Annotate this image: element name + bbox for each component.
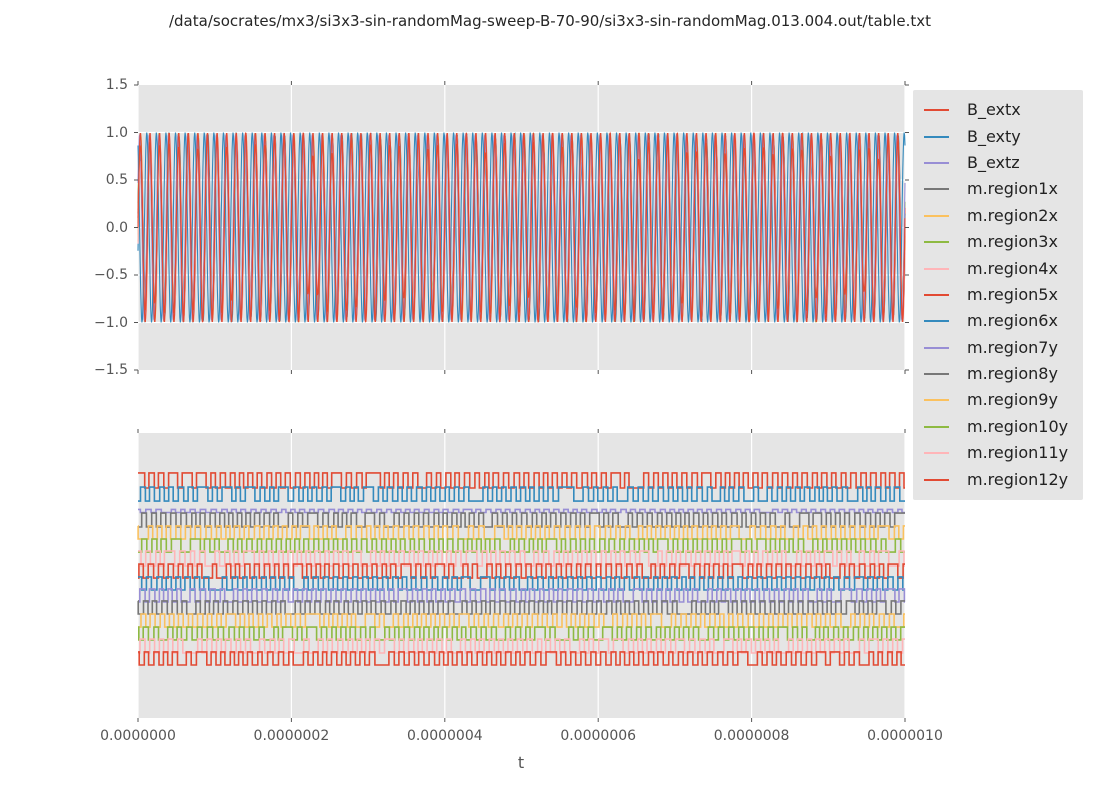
legend-label: m.region8y (967, 364, 1058, 384)
legend-line-swatch (924, 452, 949, 455)
legend-entry-m.region9y: m.region9y (913, 387, 1083, 413)
bottom-series-m.region3x (138, 538, 905, 553)
legend-label: B_extz (967, 152, 1020, 172)
legend-line-swatch (924, 241, 949, 244)
bottom-series-m.region7y (138, 588, 906, 603)
legend-entry-m.region4x: m.region4x (913, 255, 1083, 281)
legend-label: B_extx (967, 100, 1021, 120)
xtick-label: 0.0000004 (406, 728, 483, 744)
ytick-label: 0.5 (105, 172, 128, 188)
legend-line-swatch (924, 346, 949, 349)
legend-line-swatch (924, 293, 949, 296)
top-series-B_extx (137, 132, 906, 323)
bottom-series-B_extx (138, 472, 905, 489)
legend-line-swatch (924, 161, 949, 164)
legend-line-swatch (924, 214, 949, 217)
legend: B_extx B_exty B_extz m.region1x m.region2x m.… (913, 90, 1083, 500)
top-series-B_exty (137, 132, 906, 323)
legend-line-swatch (924, 399, 949, 402)
xtick-label: 0.0000010 (867, 728, 943, 744)
legend-entry-m.region11y: m.region11y (913, 440, 1083, 466)
legend-entry-m.region10y: m.region10y (913, 414, 1083, 440)
legend-entry-m.region12y: m.region12y (913, 466, 1083, 492)
bottom-series-B_exty (138, 486, 905, 502)
ytick-label: −1.0 (94, 314, 128, 331)
bottom-series-m.region5x (138, 563, 905, 579)
legend-label: B_exty (967, 126, 1021, 146)
legend-line-swatch (924, 320, 949, 323)
legend-line-swatch (924, 478, 949, 481)
ytick-label: −1.5 (94, 362, 128, 378)
ytick-label: 0.0 (105, 219, 128, 236)
legend-line-swatch (924, 425, 949, 428)
legend-entry-m.region5x: m.region5x (913, 282, 1083, 308)
legend-entry-m.region3x: m.region3x (913, 229, 1083, 255)
bottom-series-m.region1x (138, 512, 905, 528)
legend-label: m.region3x (967, 232, 1058, 252)
ytick-label: 1.5 (105, 77, 128, 93)
ytick-label: 1.0 (105, 124, 128, 141)
figure-title: /data/socrates/mx3/si3x3-sin-randomMag-s… (168, 12, 932, 30)
bottom-series-m.region6x (138, 576, 905, 591)
ytick-label: −0.5 (94, 267, 128, 283)
legend-entry-m.region2x: m.region2x (913, 203, 1083, 229)
bottom-series-m.region11y (138, 638, 905, 654)
legend-line-swatch (924, 188, 949, 191)
xaxis-label: t (517, 753, 525, 772)
legend-label: m.region12y (967, 469, 1069, 489)
xtick-label: 0.0000006 (560, 728, 637, 744)
xtick-label: 0.0000002 (253, 728, 330, 744)
xtick-label: 0.0000008 (713, 728, 790, 744)
bottom-series-m.region12y (138, 651, 905, 666)
legend-label: m.region6x (967, 311, 1058, 331)
bottom-series-m.region10y (138, 626, 905, 641)
legend-line-swatch (924, 267, 949, 270)
legend-label: m.region10y (967, 416, 1069, 436)
legend-label: m.region5x (967, 284, 1058, 304)
legend-line-swatch (924, 373, 949, 376)
legend-entry-m.region1x: m.region1x (913, 176, 1083, 202)
legend-entry-m.region6x: m.region6x (913, 308, 1083, 334)
xtick-label: 0.0000000 (100, 728, 176, 744)
legend-line-swatch (924, 135, 949, 138)
legend-entry-B_extx: B_extx (913, 97, 1083, 123)
legend-label: m.region11y (967, 443, 1069, 463)
legend-entry-m.region8y: m.region8y (913, 361, 1083, 387)
legend-entry-m.region7y: m.region7y (913, 335, 1083, 361)
legend-line-swatch (924, 109, 949, 112)
bottom-series-m.region4x (138, 550, 905, 567)
bottom-series-m.region8y (137, 600, 905, 615)
legend-entry-B_extz: B_extz (913, 150, 1083, 176)
legend-label: m.region2x (967, 205, 1058, 225)
legend-label: m.region4x (967, 258, 1058, 278)
bottom-series-B_extz (138, 508, 905, 514)
legend-label: m.region7y (967, 337, 1058, 357)
legend-entry-B_exty: B_exty (913, 123, 1083, 149)
legend-label: m.region1x (967, 179, 1058, 199)
legend-label: m.region9y (967, 390, 1058, 410)
